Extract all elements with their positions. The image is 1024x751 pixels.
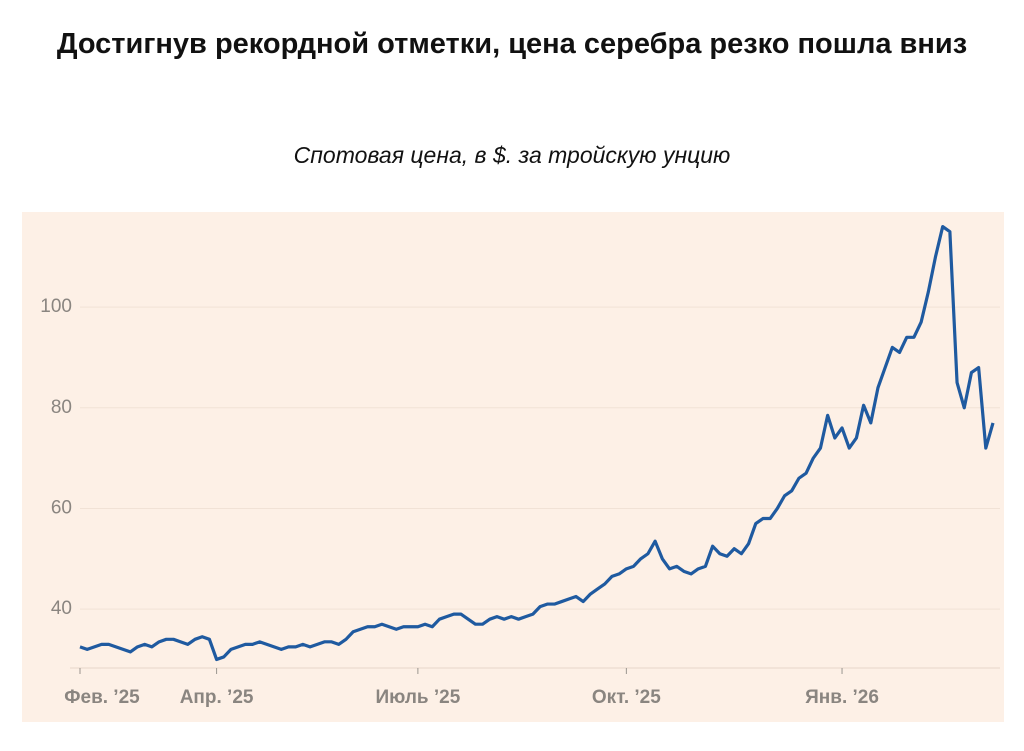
x-tick-label: Июль ’25 <box>375 687 460 708</box>
y-tick-label: 80 <box>51 397 72 418</box>
x-tick-label: Фев. ’25 <box>64 687 140 708</box>
x-tick-label: Янв. ’26 <box>805 687 879 708</box>
x-tick-label: Окт. ’25 <box>592 687 661 708</box>
y-tick-label: 100 <box>40 296 72 317</box>
plot-background <box>22 212 1004 722</box>
price-line <box>79 225 995 662</box>
chart-title: Достигнув рекордной отметки, цена серебр… <box>56 28 968 60</box>
x-tick-label: Апр. ’25 <box>180 687 254 708</box>
y-tick-label: 60 <box>51 497 72 518</box>
chart-subtitle: Спотовая цена, в $. за тройскую унцию <box>293 142 731 168</box>
y-tick-label: 40 <box>51 598 72 619</box>
